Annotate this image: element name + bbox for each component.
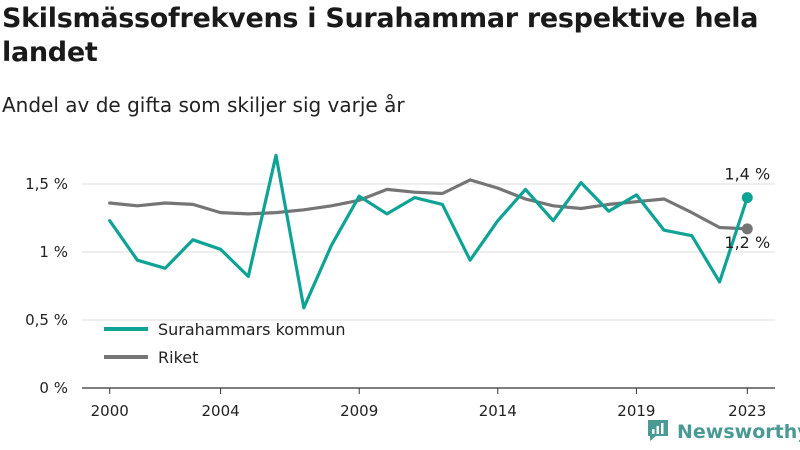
grid-lines: 0 % 0,5 % 1 % 1,5 %	[25, 175, 775, 397]
x-tick-label: 2023	[728, 402, 766, 420]
series-lines: 1,4 % 1,2 %	[108, 153, 770, 310]
newsworthy-logo-icon	[645, 417, 671, 447]
series-end-label: 1,4 %	[724, 165, 770, 184]
x-tick-label: 2019	[617, 402, 655, 420]
series-line-surahammar	[108, 153, 749, 310]
x-tick-label: 2004	[202, 402, 240, 420]
x-tick-label: 2000	[91, 402, 129, 420]
y-tick-label: 0 %	[39, 379, 68, 397]
x-tick-label: 2014	[479, 402, 517, 420]
legend: Surahammars kommun Riket	[104, 320, 346, 367]
y-tick-label: 1,5 %	[25, 175, 68, 193]
series-end-marker	[741, 192, 753, 204]
y-tick-label: 0,5 %	[25, 311, 68, 329]
newsworthy-brand[interactable]: Newsworthy	[645, 418, 800, 446]
series-end-label: 1,2 %	[724, 233, 770, 252]
x-tick-label: 2009	[340, 402, 378, 420]
x-axis: 2000 2004 2009 2014 2019 2023	[82, 387, 775, 420]
legend-label: Surahammars kommun	[158, 320, 346, 339]
legend-label: Riket	[158, 348, 198, 367]
series-end-marker	[741, 223, 753, 235]
chart-subtitle: Andel av de gifta som skiljer sig varje …	[2, 93, 405, 117]
y-tick-label: 1 %	[39, 243, 68, 261]
chart-title: Skilsmässofrekvens i Surahammar respekti…	[2, 3, 759, 68]
newsworthy-brand-name: Newsworthy	[677, 421, 800, 443]
series-line-riket	[108, 178, 749, 231]
